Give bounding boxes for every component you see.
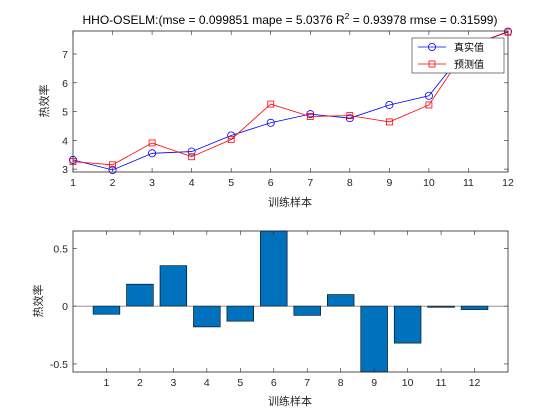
series-1-point-8 <box>345 114 354 123</box>
series-2-point-10 <box>425 101 433 109</box>
line-chart-legend: 真实值 预测值 <box>411 37 505 74</box>
series-line-2 <box>72 31 509 166</box>
bar-x-tick-label-1: 1 <box>104 377 110 389</box>
bar-chart-x-axis-label: 训练样本 <box>268 394 312 408</box>
bar-x-tick-label-11: 11 <box>436 377 447 389</box>
bar-x-tick-label-3: 3 <box>170 377 176 389</box>
series-2-point-6 <box>267 100 275 108</box>
x-tick-label-1: 1 <box>70 177 76 189</box>
bar-1 <box>92 305 121 315</box>
bar-y-tick-label-2: 0 <box>62 301 68 313</box>
x-tick-label-11: 11 <box>463 177 474 189</box>
series-2-point-3 <box>148 139 156 147</box>
x-tick-label-2: 2 <box>110 177 116 189</box>
x-tick-label-12: 12 <box>502 177 514 189</box>
bar-x-tick-label-2: 2 <box>137 377 143 389</box>
x-tick-label-10: 10 <box>423 177 435 189</box>
y-tick-label-5: 7 <box>62 49 68 61</box>
x-tick-label-5: 5 <box>228 177 234 189</box>
bar-9 <box>360 305 388 373</box>
bar-x-tick-label-6: 6 <box>271 377 277 389</box>
legend-marker-series-2 <box>428 60 436 68</box>
bar-x-tick-label-7: 7 <box>304 377 310 389</box>
series-1-point-10 <box>424 91 433 100</box>
y-tick-label-1: 3 <box>62 164 68 176</box>
series-2-point-5 <box>227 136 235 143</box>
bar-7 <box>293 305 321 316</box>
y-tick-label-3: 5 <box>62 107 68 119</box>
series-2-point-7 <box>306 113 314 120</box>
bar-chart-axes: 1 2 3 4 5 6 7 8 9 10 11 12-0.500.5 训练样本 热效率 <box>31 230 509 408</box>
bar-chart-y-axis-label: 热效率 <box>31 285 45 318</box>
legend-label-series-1: 真实值 <box>454 41 484 54</box>
bar-5 <box>226 305 254 322</box>
line-chart-x-axis-label: 训练样本 <box>268 195 312 209</box>
bar-x-tick-label-9: 9 <box>371 377 377 389</box>
series-1-point-6 <box>266 118 275 127</box>
bar-x-tick-label-5: 5 <box>237 377 243 389</box>
bar-8 <box>327 294 355 307</box>
x-tick-label-3: 3 <box>149 177 155 189</box>
y-tick-label-2: 4 <box>62 135 68 147</box>
bar-4 <box>193 305 221 328</box>
series-1-point-7 <box>306 110 315 119</box>
bar-12 <box>460 305 489 310</box>
series-1-point-3 <box>148 149 157 158</box>
legend-marker-series-1 <box>427 43 436 52</box>
bar-x-tick-label-8: 8 <box>338 377 344 389</box>
series-1-point-4 <box>187 147 196 156</box>
x-tick-label-7: 7 <box>307 177 313 189</box>
series-2-point-2 <box>109 161 116 169</box>
bar-x-tick-label-12: 12 <box>469 377 481 389</box>
bar-3 <box>159 265 188 307</box>
series-2-point-4 <box>188 153 196 161</box>
line-chart-title: HHO-OSELM:(mse = 0.099851 mape = 5.0376 … <box>83 11 498 27</box>
bar-y-tick-label-1: -0.5 <box>50 359 68 371</box>
bar-x-tick-label-10: 10 <box>402 377 414 389</box>
series-1-point-2 <box>108 165 117 174</box>
series-line-1 <box>72 31 509 171</box>
series-2-point-8 <box>346 112 354 119</box>
bar-x-tick-label-4: 4 <box>204 377 210 389</box>
series-2-point-9 <box>385 118 393 126</box>
legend-label-series-2: 预测值 <box>454 58 484 71</box>
legend-box <box>411 37 505 74</box>
bar-10 <box>393 305 422 344</box>
x-tick-label-6: 6 <box>268 177 274 189</box>
x-tick-label-8: 8 <box>347 177 353 189</box>
x-tick-label-4: 4 <box>189 177 195 189</box>
line-chart-frame <box>72 30 509 173</box>
bar-2 <box>126 283 154 307</box>
bar-y-tick-label-3: 0.5 <box>53 243 68 255</box>
line-chart-y-axis-label: 热效率 <box>37 85 51 118</box>
series-1-point-9 <box>385 100 394 109</box>
bar-6 <box>260 230 288 307</box>
y-tick-label-4: 6 <box>62 78 68 90</box>
x-tick-label-9: 9 <box>386 177 392 189</box>
bar-chart-frame <box>72 230 509 373</box>
